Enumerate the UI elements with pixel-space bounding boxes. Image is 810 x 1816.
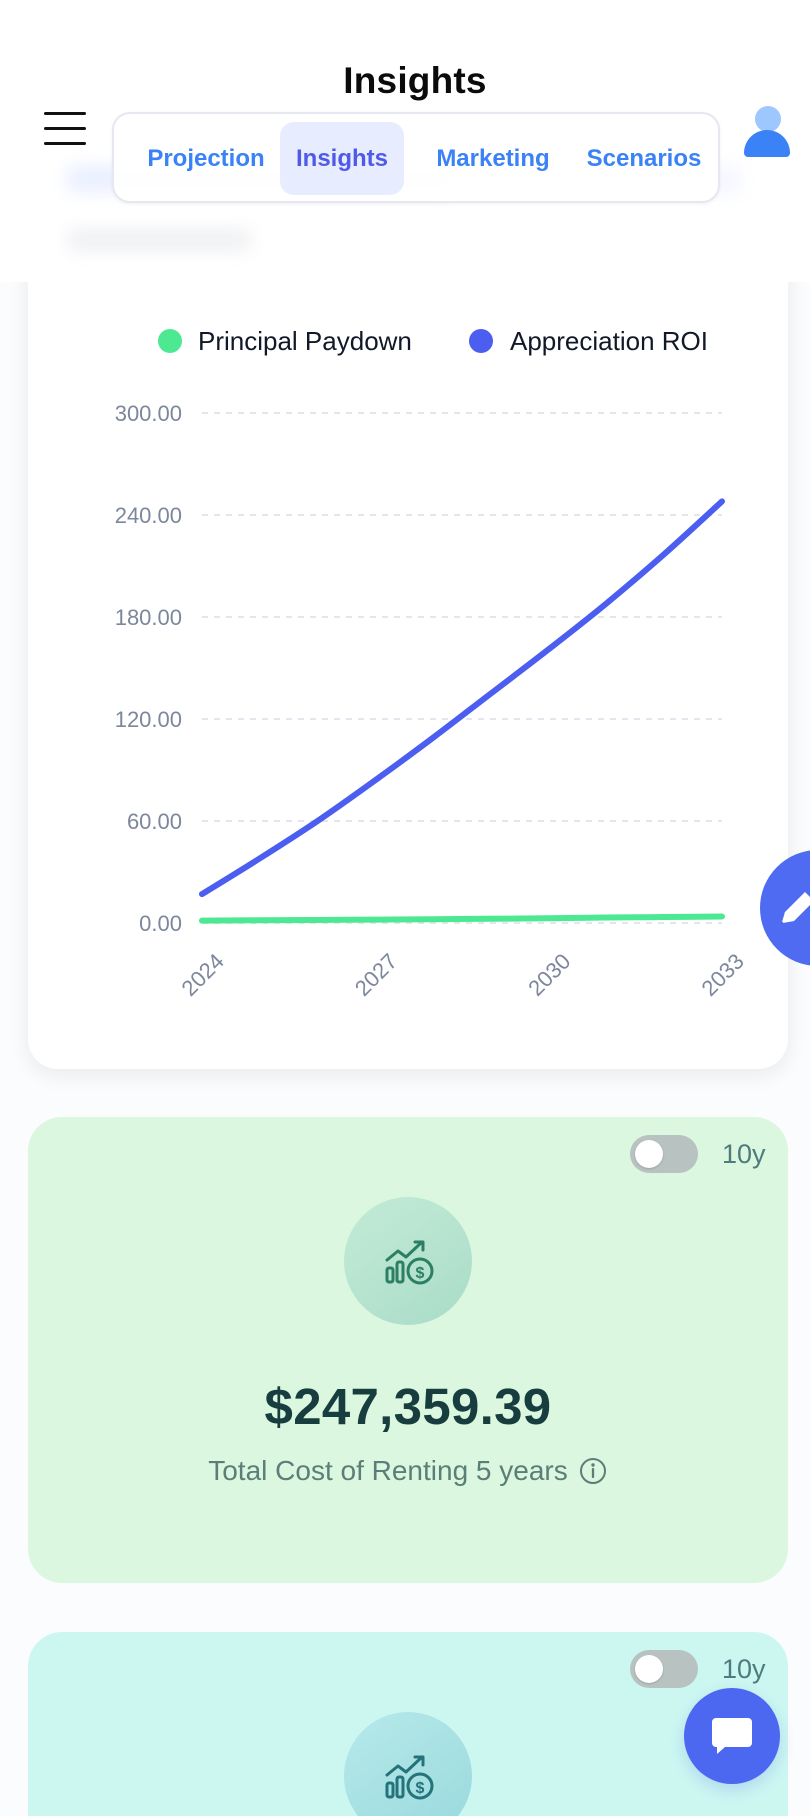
x-tick-label: 2027 <box>350 949 402 1001</box>
y-tick-label: 300.00 <box>115 401 182 426</box>
x-tick-label: 2030 <box>523 949 575 1001</box>
y-tick-label: 60.00 <box>127 809 182 834</box>
x-tick-label: 2033 <box>697 949 749 1001</box>
menu-line <box>44 127 86 130</box>
period-toggle[interactable] <box>630 1650 698 1688</box>
secondary-insight-card: 10y $ <box>28 1632 788 1816</box>
view-tabs: Projection Insights Marketing Scenarios <box>112 112 720 203</box>
tab-projection[interactable]: Projection <box>147 144 265 172</box>
avatar-head <box>755 106 781 132</box>
legend-appreciation-marker <box>469 329 493 353</box>
menu-line <box>44 142 86 145</box>
legend-principal-marker <box>158 329 182 353</box>
y-tick-label: 240.00 <box>115 503 182 528</box>
period-toggle[interactable] <box>630 1135 698 1173</box>
chat-icon-svg <box>712 1718 752 1754</box>
legend-appreciation-label: Appreciation ROI <box>510 326 708 356</box>
roi-chart-card: Principal Paydown Appreciation ROI 300.0… <box>28 230 788 1069</box>
insight-icon-circle: $ <box>344 1197 472 1325</box>
principal-paydown-line <box>199 913 725 924</box>
rent-cost-caption-row: Total Cost of Renting 5 years <box>28 1452 788 1490</box>
y-tick-label: 0.00 <box>139 911 182 936</box>
avatar-body <box>744 130 790 157</box>
rent-cost-amount: $247,359.39 <box>264 1378 552 1435</box>
chart-legend: Principal Paydown Appreciation ROI <box>158 326 708 356</box>
app-header: Insights Projection Insights Marketing S… <box>0 0 810 282</box>
svg-text:$: $ <box>416 1265 425 1282</box>
y-tick-label: 120.00 <box>115 707 182 732</box>
menu-line <box>44 112 86 115</box>
edit-pencil-icon-svg <box>782 892 810 923</box>
growth-dollar-icon: $ <box>385 1240 434 1285</box>
user-profile-icon[interactable] <box>742 104 792 157</box>
toggle-knob <box>635 1140 663 1168</box>
period-label: 10y <box>722 1654 766 1684</box>
period-label: 10y <box>722 1139 766 1169</box>
toggle-knob <box>635 1655 663 1683</box>
appreciation-roi-line <box>199 498 725 898</box>
svg-text:$: $ <box>416 1780 425 1797</box>
page-title: Insights <box>343 60 487 101</box>
info-icon[interactable] <box>578 1456 608 1486</box>
y-tick-label: 180.00 <box>115 605 182 630</box>
tab-marketing[interactable]: Marketing <box>436 144 550 172</box>
x-axis-labels: 2024 2027 2030 2033 <box>177 949 749 1001</box>
growth-dollar-icon: $ <box>385 1755 434 1800</box>
legend-principal-label: Principal Paydown <box>198 326 412 356</box>
background-blur-row <box>66 228 252 252</box>
y-axis-labels: 300.00 240.00 180.00 120.00 60.00 0.00 <box>115 401 182 936</box>
roi-line-chart: Principal Paydown Appreciation ROI 300.0… <box>115 326 749 1001</box>
tab-insights[interactable]: Insights <box>280 122 404 195</box>
x-tick-label: 2024 <box>177 949 229 1001</box>
chat-icon[interactable] <box>684 1688 780 1784</box>
menu-icon[interactable] <box>44 112 86 146</box>
rent-cost-card: 10y $ $247,359.39 Total Cost of Renting … <box>28 1117 788 1583</box>
rent-cost-caption: Total Cost of Renting 5 years <box>208 1455 568 1486</box>
chart-series <box>199 498 725 924</box>
tab-scenarios[interactable]: Scenarios <box>586 144 702 172</box>
insight-icon-circle: $ <box>344 1712 472 1816</box>
